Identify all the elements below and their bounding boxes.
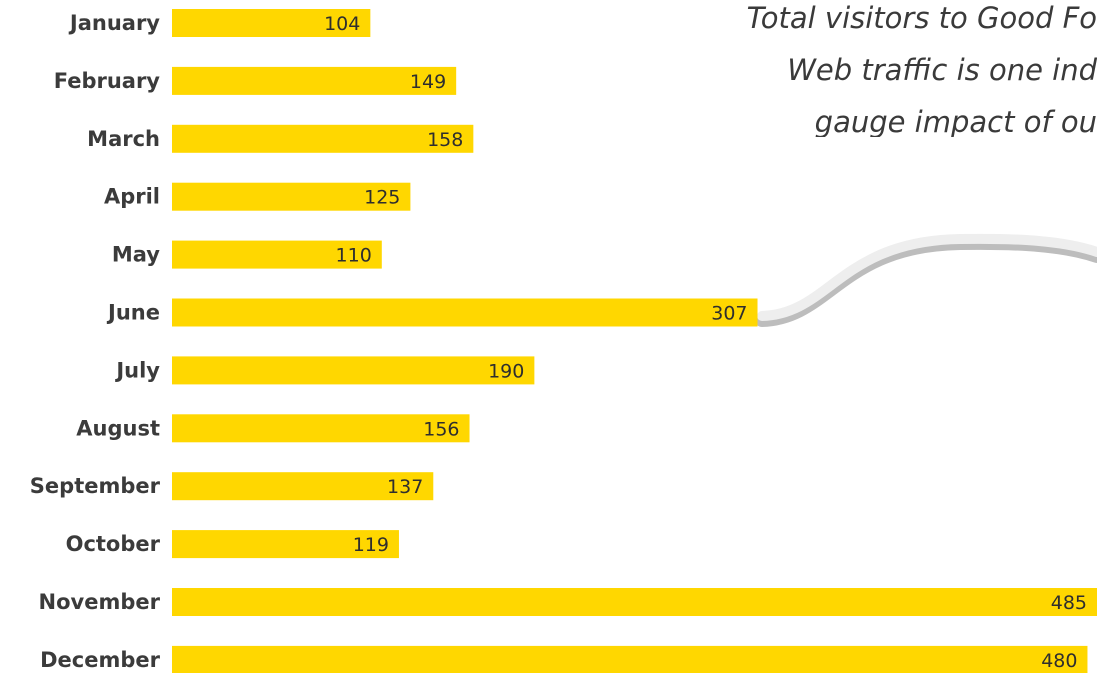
category-label-december: December — [40, 648, 161, 672]
category-label-july: July — [114, 358, 160, 382]
value-label-july: 190 — [488, 360, 524, 382]
value-label-february: 149 — [410, 71, 446, 93]
category-label-november: November — [39, 590, 161, 614]
bar-july — [172, 356, 535, 385]
category-label-august: August — [76, 416, 160, 440]
bar-january — [172, 9, 371, 37]
bar-february — [172, 66, 457, 95]
value-label-june: 307 — [711, 303, 747, 325]
annotation-line-3: gauge impact of ou — [814, 108, 1097, 137]
bars-group: January 104 February 149 March 158 April 125 May… — [30, 9, 1097, 673]
value-label-march: 158 — [427, 129, 463, 151]
category-label-may: May — [112, 243, 160, 267]
category-label-september: September — [30, 474, 161, 498]
callout-connector — [757, 233, 1097, 321]
value-label-january: 104 — [324, 13, 360, 35]
value-label-november: 485 — [1051, 592, 1087, 614]
category-label-february: February — [54, 69, 161, 93]
category-label-october: October — [66, 532, 161, 556]
value-label-october: 119 — [353, 534, 389, 556]
bar-october — [172, 530, 399, 559]
callout-connector-shadow — [755, 235, 1097, 327]
bar-august — [172, 414, 470, 443]
bar-june — [172, 298, 758, 327]
category-label-january: January — [68, 11, 160, 35]
value-label-december: 480 — [1041, 650, 1077, 672]
category-label-june: June — [106, 301, 160, 325]
bar-march — [172, 124, 474, 153]
category-label-april: April — [104, 185, 160, 209]
category-label-march: March — [87, 127, 160, 151]
annotation-line-1: Total visitors to Good Fo — [746, 4, 1097, 33]
value-label-august: 156 — [423, 418, 459, 440]
value-label-may: 110 — [336, 245, 372, 267]
bar-september — [172, 472, 434, 501]
value-label-april: 125 — [364, 187, 400, 209]
value-label-september: 137 — [387, 476, 423, 498]
bar-december — [172, 645, 1088, 673]
bar-november — [172, 588, 1097, 616]
callout-connector-group — [755, 233, 1097, 327]
annotation-line-2: Web traffic is one ind — [787, 56, 1097, 85]
bar-may — [172, 240, 382, 269]
bar-april — [172, 182, 411, 211]
